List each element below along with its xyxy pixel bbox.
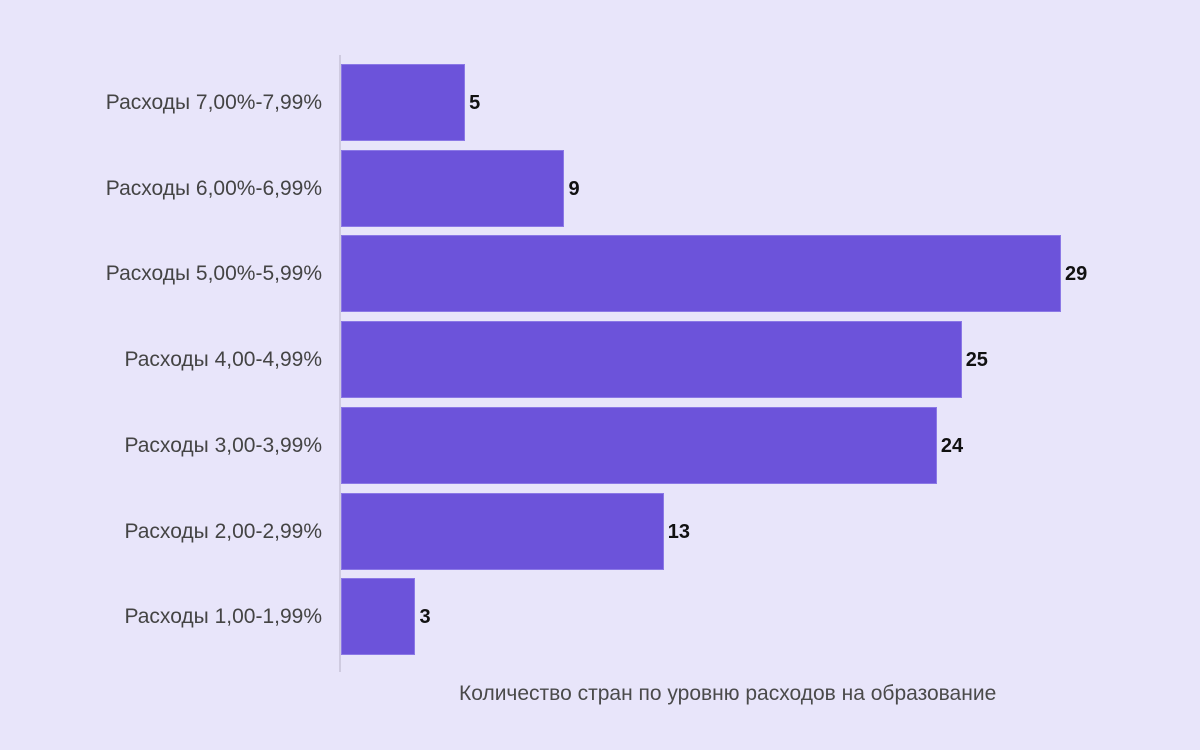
bar-row: Расходы 4,00-4,99% 25 [0,321,1200,399]
bar [341,578,416,656]
bar [341,406,937,484]
bar [341,492,664,570]
category-label: Расходы 6,00%-6,99% [105,176,322,200]
category-label: Расходы 2,00-2,99% [124,519,322,543]
bar [341,149,565,227]
y-axis-line [339,55,341,672]
bar-row: Расходы 1,00-1,99% 3 [0,578,1200,656]
value-label: 24 [940,434,964,457]
bar-row: Расходы 3,00-3,99% 24 [0,406,1200,485]
value-label: 9 [568,177,580,200]
category-label: Расходы 3,00-3,99% [124,433,322,457]
bar-row: Расходы 5,00%-5,99% 29 [0,235,1200,313]
bar-row: Расходы 6,00%-6,99% 9 [0,149,1200,228]
value-label: 25 [965,349,988,372]
category-label: Расходы 5,00%-5,99% [105,262,322,286]
x-axis-title: Количество стран по уровню расходов на о… [459,682,997,705]
bar-row: Расходы 7,00%-7,99% 5 [0,64,1200,142]
value-label: 29 [1065,263,1088,286]
bar [341,321,962,399]
bar-row: Расходы 2,00-2,99% 13 [0,492,1200,571]
category-label: Расходы 4,00-4,99% [124,348,322,372]
category-label: Расходы 1,00-1,99% [124,605,322,629]
value-label: 3 [419,606,431,629]
value-label: 13 [667,520,690,543]
bar [341,64,466,141]
bar [341,235,1061,313]
category-label: Расходы 7,00%-7,99% [105,91,322,114]
value-label: 5 [469,92,481,114]
